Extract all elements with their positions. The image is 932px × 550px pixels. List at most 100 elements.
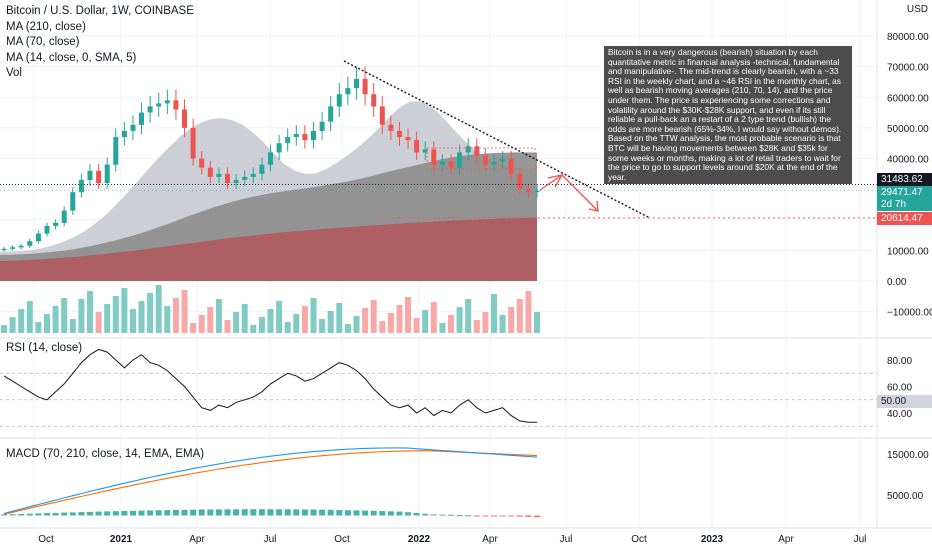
legend-ma14: MA (14, close, 0, SMA, 5) [6,51,137,64]
macd-legend: MACD (70, 210, close, 14, EMA, EMA) [6,448,205,460]
volume-bar [508,307,515,333]
candle-body [259,164,265,174]
candle-body [491,161,497,165]
candle-body [199,158,205,168]
macd-histogram-bar [9,514,16,516]
candle-body [27,241,33,246]
volume-bar [155,285,162,333]
macd-histogram-bar [439,514,446,516]
time-tick-label: Jul [264,534,277,545]
price-tick-label: 10000.00 [887,246,929,257]
volume-bar [207,307,214,333]
time-tick-label: Apr [778,534,794,545]
volume-bar [9,317,16,333]
price-tick-label: 80000.00 [887,32,929,43]
volume-bar [396,305,403,333]
macd-histogram-bar [319,509,326,516]
macd-histogram-bar [491,515,497,517]
volume-bar [95,312,102,333]
volume-bar [344,324,351,333]
macd-histogram-bar [87,511,93,516]
volume-bar [301,306,308,333]
macd-histogram-bar [534,515,540,518]
volume-bar [233,312,240,333]
candle-body [371,94,377,107]
macd-histogram-bar [362,510,369,516]
volume-bar [379,321,386,333]
volume-bar [430,302,437,333]
rsi-legend: RSI (14, close) [6,342,83,354]
time-tick-label: Jul [560,534,573,545]
candle-body [44,225,50,234]
volume-bar [181,290,188,333]
volume-bar [293,314,300,333]
macd-histogram-bar [413,513,420,516]
volume-bar [387,313,394,333]
time-tick-label: Apr [189,534,205,545]
macd-histogram-bar [293,509,300,516]
candle-body [405,137,411,141]
candle-body [319,121,325,131]
price-tick-label: −10000.00 [887,308,932,319]
macd-histogram-bar [164,510,171,516]
macd-histogram-bar [233,509,240,516]
volume-bar [164,306,171,333]
macd-histogram-bar [284,509,291,516]
candle-body [225,173,230,183]
macd-histogram-bar [112,511,119,516]
volume-bar [18,309,25,333]
time-tick-label: Oct [334,534,350,545]
macd-histogram-bar [482,515,489,517]
rsi-tick-label: 40.00 [887,409,912,420]
projection-path [539,174,598,211]
macd-histogram-bar [130,510,136,516]
candle-body [18,245,24,248]
macd-histogram-bar [104,511,111,516]
volume-bar [52,306,59,333]
candle-body [482,155,488,165]
rsi-tick-label: 80.00 [887,356,912,367]
macd-histogram-bar [26,513,33,516]
candle-body [113,137,119,165]
volume-bar [35,322,42,333]
macd-histogram-bar [121,511,128,516]
volume-bar [172,298,179,333]
candle-body [173,100,179,110]
candle-body [328,106,334,122]
candle-body [190,127,196,159]
analysis-note[interactable]: Bitcoin is in a very dangerous (bearish)… [604,46,852,185]
candle-body [87,170,93,180]
macd-histogram-bar [276,509,283,516]
volume-bar [336,303,343,333]
candle-body [130,124,136,131]
legend-title: Bitcoin / U.S. Dollar, 1W, COINBASE [6,5,194,17]
candle-body [10,247,16,249]
candle-body [139,112,144,125]
volume-bar [413,318,420,333]
macd-tick-label: 5000.00 [887,491,924,502]
macd-histogram-bar [525,515,532,517]
time-tick-label: Oct [38,534,54,545]
macd-histogram-bar [155,510,162,516]
macd-histogram-bar [241,509,248,516]
macd-histogram-bar [430,514,437,516]
macd-histogram-bar [516,515,523,517]
volume-bar [267,309,274,333]
volume-bar [190,323,197,333]
macd-histogram-bar [61,512,68,516]
volume-bar [258,317,265,333]
candle-body [53,222,59,226]
macd-histogram-bar [327,509,334,516]
candle-body [96,170,102,184]
price-tick-label: 60000.00 [887,93,929,104]
volume-bar [516,299,523,333]
candle-body [311,130,316,141]
volume-bar [112,296,119,333]
volume-bar [525,291,532,333]
volume-bar [87,291,93,333]
projection-arrow-down [588,200,599,212]
volume-bar [215,299,222,333]
candle-body [379,106,385,125]
volume-bar [491,294,497,333]
